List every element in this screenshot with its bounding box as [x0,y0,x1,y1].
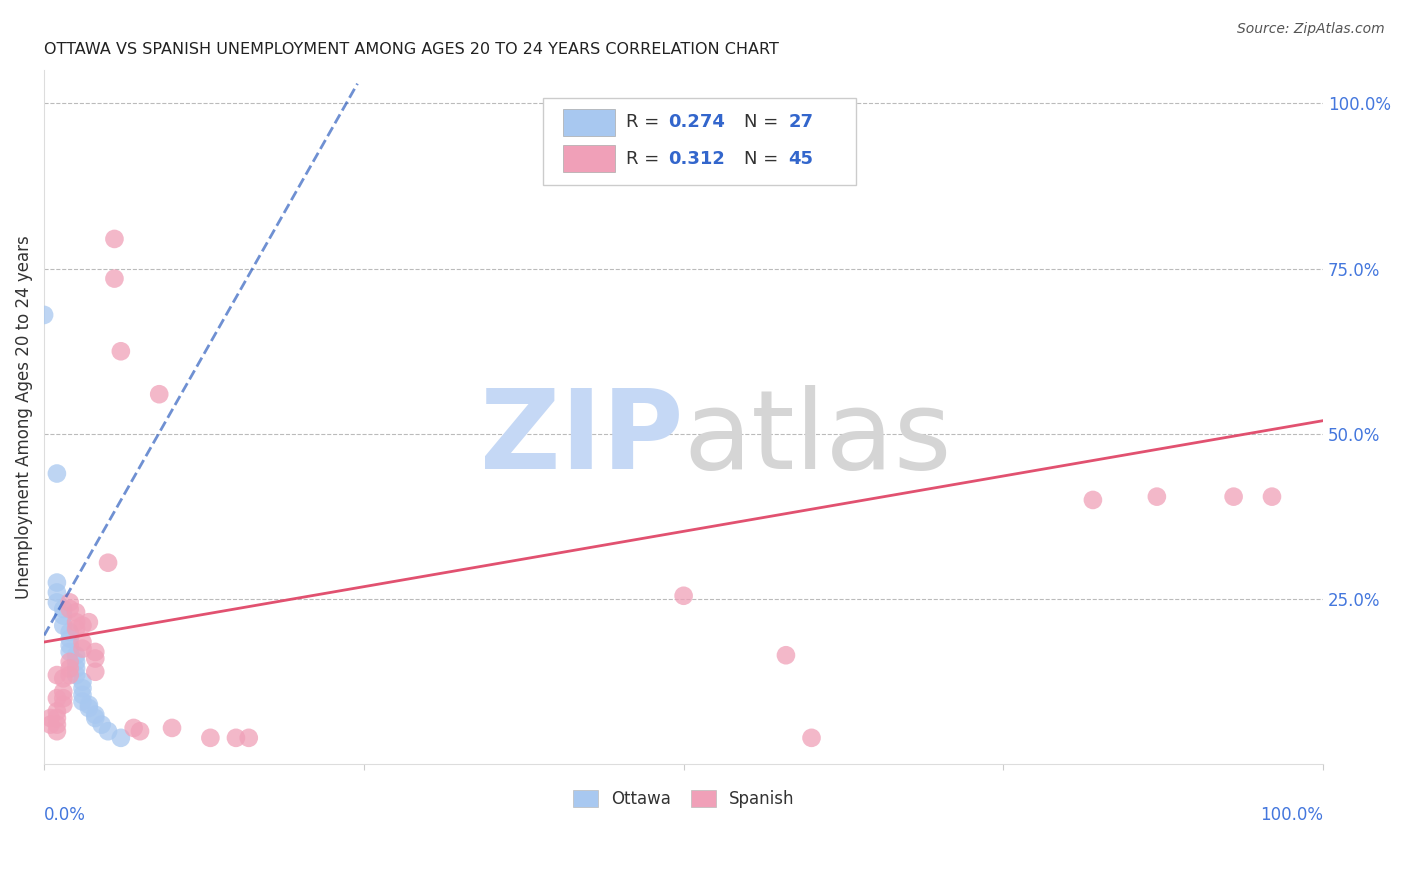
FancyBboxPatch shape [543,98,856,185]
Point [65,622,87,636]
Point [672,589,695,603]
Point [59,638,82,652]
Point [225,731,247,745]
Point [52,602,75,616]
Point [52,691,75,706]
Text: 27: 27 [789,113,814,131]
Point [72,635,94,649]
Point [97,724,120,739]
Point [45,724,67,739]
Point [45,595,67,609]
Point [59,625,82,640]
Point [65,655,87,669]
Point [90,717,112,731]
Point [45,691,67,706]
Text: 0.312: 0.312 [668,150,725,168]
Point [160,721,183,735]
Point [65,615,87,630]
Point [72,681,94,696]
Point [129,724,152,739]
Point [45,705,67,719]
Point [84,711,107,725]
Point [84,645,107,659]
Point [72,618,94,632]
Point [52,608,75,623]
Point [800,731,823,745]
Point [45,711,67,725]
Point [72,674,94,689]
Point [45,585,67,599]
Point [1222,490,1244,504]
Point [39,717,62,731]
Point [65,605,87,619]
Point [65,648,87,663]
Text: 45: 45 [789,150,814,168]
Text: Source: ZipAtlas.com: Source: ZipAtlas.com [1237,22,1385,37]
Point [59,602,82,616]
Legend: Ottawa, Spanish: Ottawa, Spanish [567,783,801,815]
Point [84,707,107,722]
Point [103,271,125,285]
Point [84,651,107,665]
Point [200,731,222,745]
Point [59,655,82,669]
FancyBboxPatch shape [564,109,614,136]
Text: N =: N = [744,113,783,131]
Point [59,595,82,609]
Point [52,684,75,698]
Point [52,698,75,712]
Point [77,698,100,712]
Point [110,344,132,359]
Point [65,661,87,675]
Text: ZIP: ZIP [481,384,683,491]
Point [32,308,55,322]
Point [77,615,100,630]
Point [72,688,94,702]
Point [97,556,120,570]
Text: 0.0%: 0.0% [44,805,86,824]
Point [52,671,75,685]
FancyBboxPatch shape [564,145,614,172]
Point [1081,492,1104,507]
Point [238,731,260,745]
Text: 0.274: 0.274 [668,113,725,131]
Point [77,701,100,715]
Point [45,717,67,731]
Point [1146,490,1168,504]
Point [45,467,67,481]
Point [110,731,132,745]
Point [148,387,170,401]
Point [52,618,75,632]
Point [59,661,82,675]
Point [59,645,82,659]
Text: OTTAWA VS SPANISH UNEMPLOYMENT AMONG AGES 20 TO 24 YEARS CORRELATION CHART: OTTAWA VS SPANISH UNEMPLOYMENT AMONG AGE… [44,42,779,57]
Text: N =: N = [744,150,783,168]
Point [775,648,797,663]
Point [39,711,62,725]
Point [45,575,67,590]
Point [103,232,125,246]
Point [72,694,94,708]
Point [84,665,107,679]
Point [59,632,82,646]
Y-axis label: Unemployment Among Ages 20 to 24 years: Unemployment Among Ages 20 to 24 years [15,235,32,599]
Text: R =: R = [626,113,665,131]
Text: atlas: atlas [683,384,952,491]
Text: R =: R = [626,150,665,168]
Point [45,668,67,682]
Text: 100.0%: 100.0% [1260,805,1323,824]
Point [59,668,82,682]
Point [65,668,87,682]
Point [72,641,94,656]
Point [1261,490,1284,504]
Point [122,721,145,735]
